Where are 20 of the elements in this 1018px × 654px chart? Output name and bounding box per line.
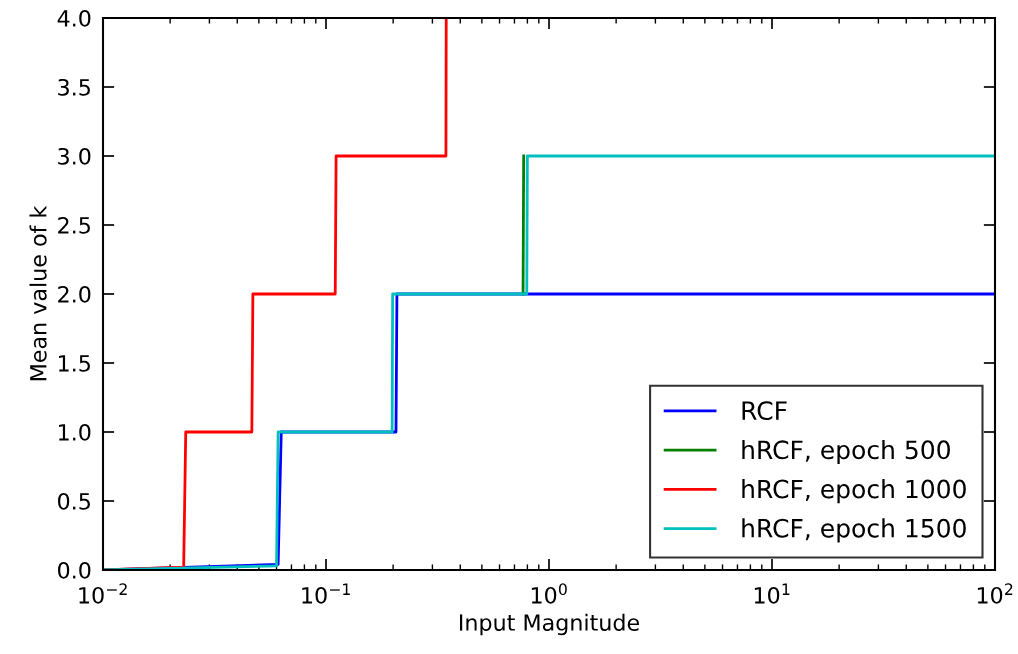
y-tick-label: 1.0: [58, 423, 91, 441]
y-tick-label: 3.0: [58, 147, 91, 165]
legend-label: hRCF, epoch 1000: [742, 479, 966, 504]
y-tick-label: 4.0: [57, 9, 91, 27]
x-tick-label: 10$^{−1}$: [302, 583, 350, 604]
legend-label: hRCF, epoch 1500: [742, 518, 966, 543]
x-tick-label: 10$^{1}$: [754, 583, 790, 604]
legend-label: RCF: [742, 401, 787, 421]
y-axis-title: Mean value of k: [29, 205, 47, 381]
x-tick-label: 10$^{0}$: [531, 583, 567, 604]
legend-label: hRCF, epoch 500: [742, 439, 950, 465]
x-axis-title: Input Magnitude: [460, 613, 639, 636]
y-tick-label: 2.0: [58, 285, 91, 303]
y-tick-label: 2.5: [58, 216, 90, 234]
y-tick-label: 0.5: [58, 492, 90, 510]
y-tick-label: 1.5: [58, 355, 90, 372]
x-tick-label: 10$^{−2}$: [79, 583, 127, 604]
y-tick-label: 3.5: [58, 78, 90, 96]
x-tick-label: 10$^{2}$: [977, 583, 1013, 604]
y-tick-label: 0.0: [58, 561, 91, 579]
